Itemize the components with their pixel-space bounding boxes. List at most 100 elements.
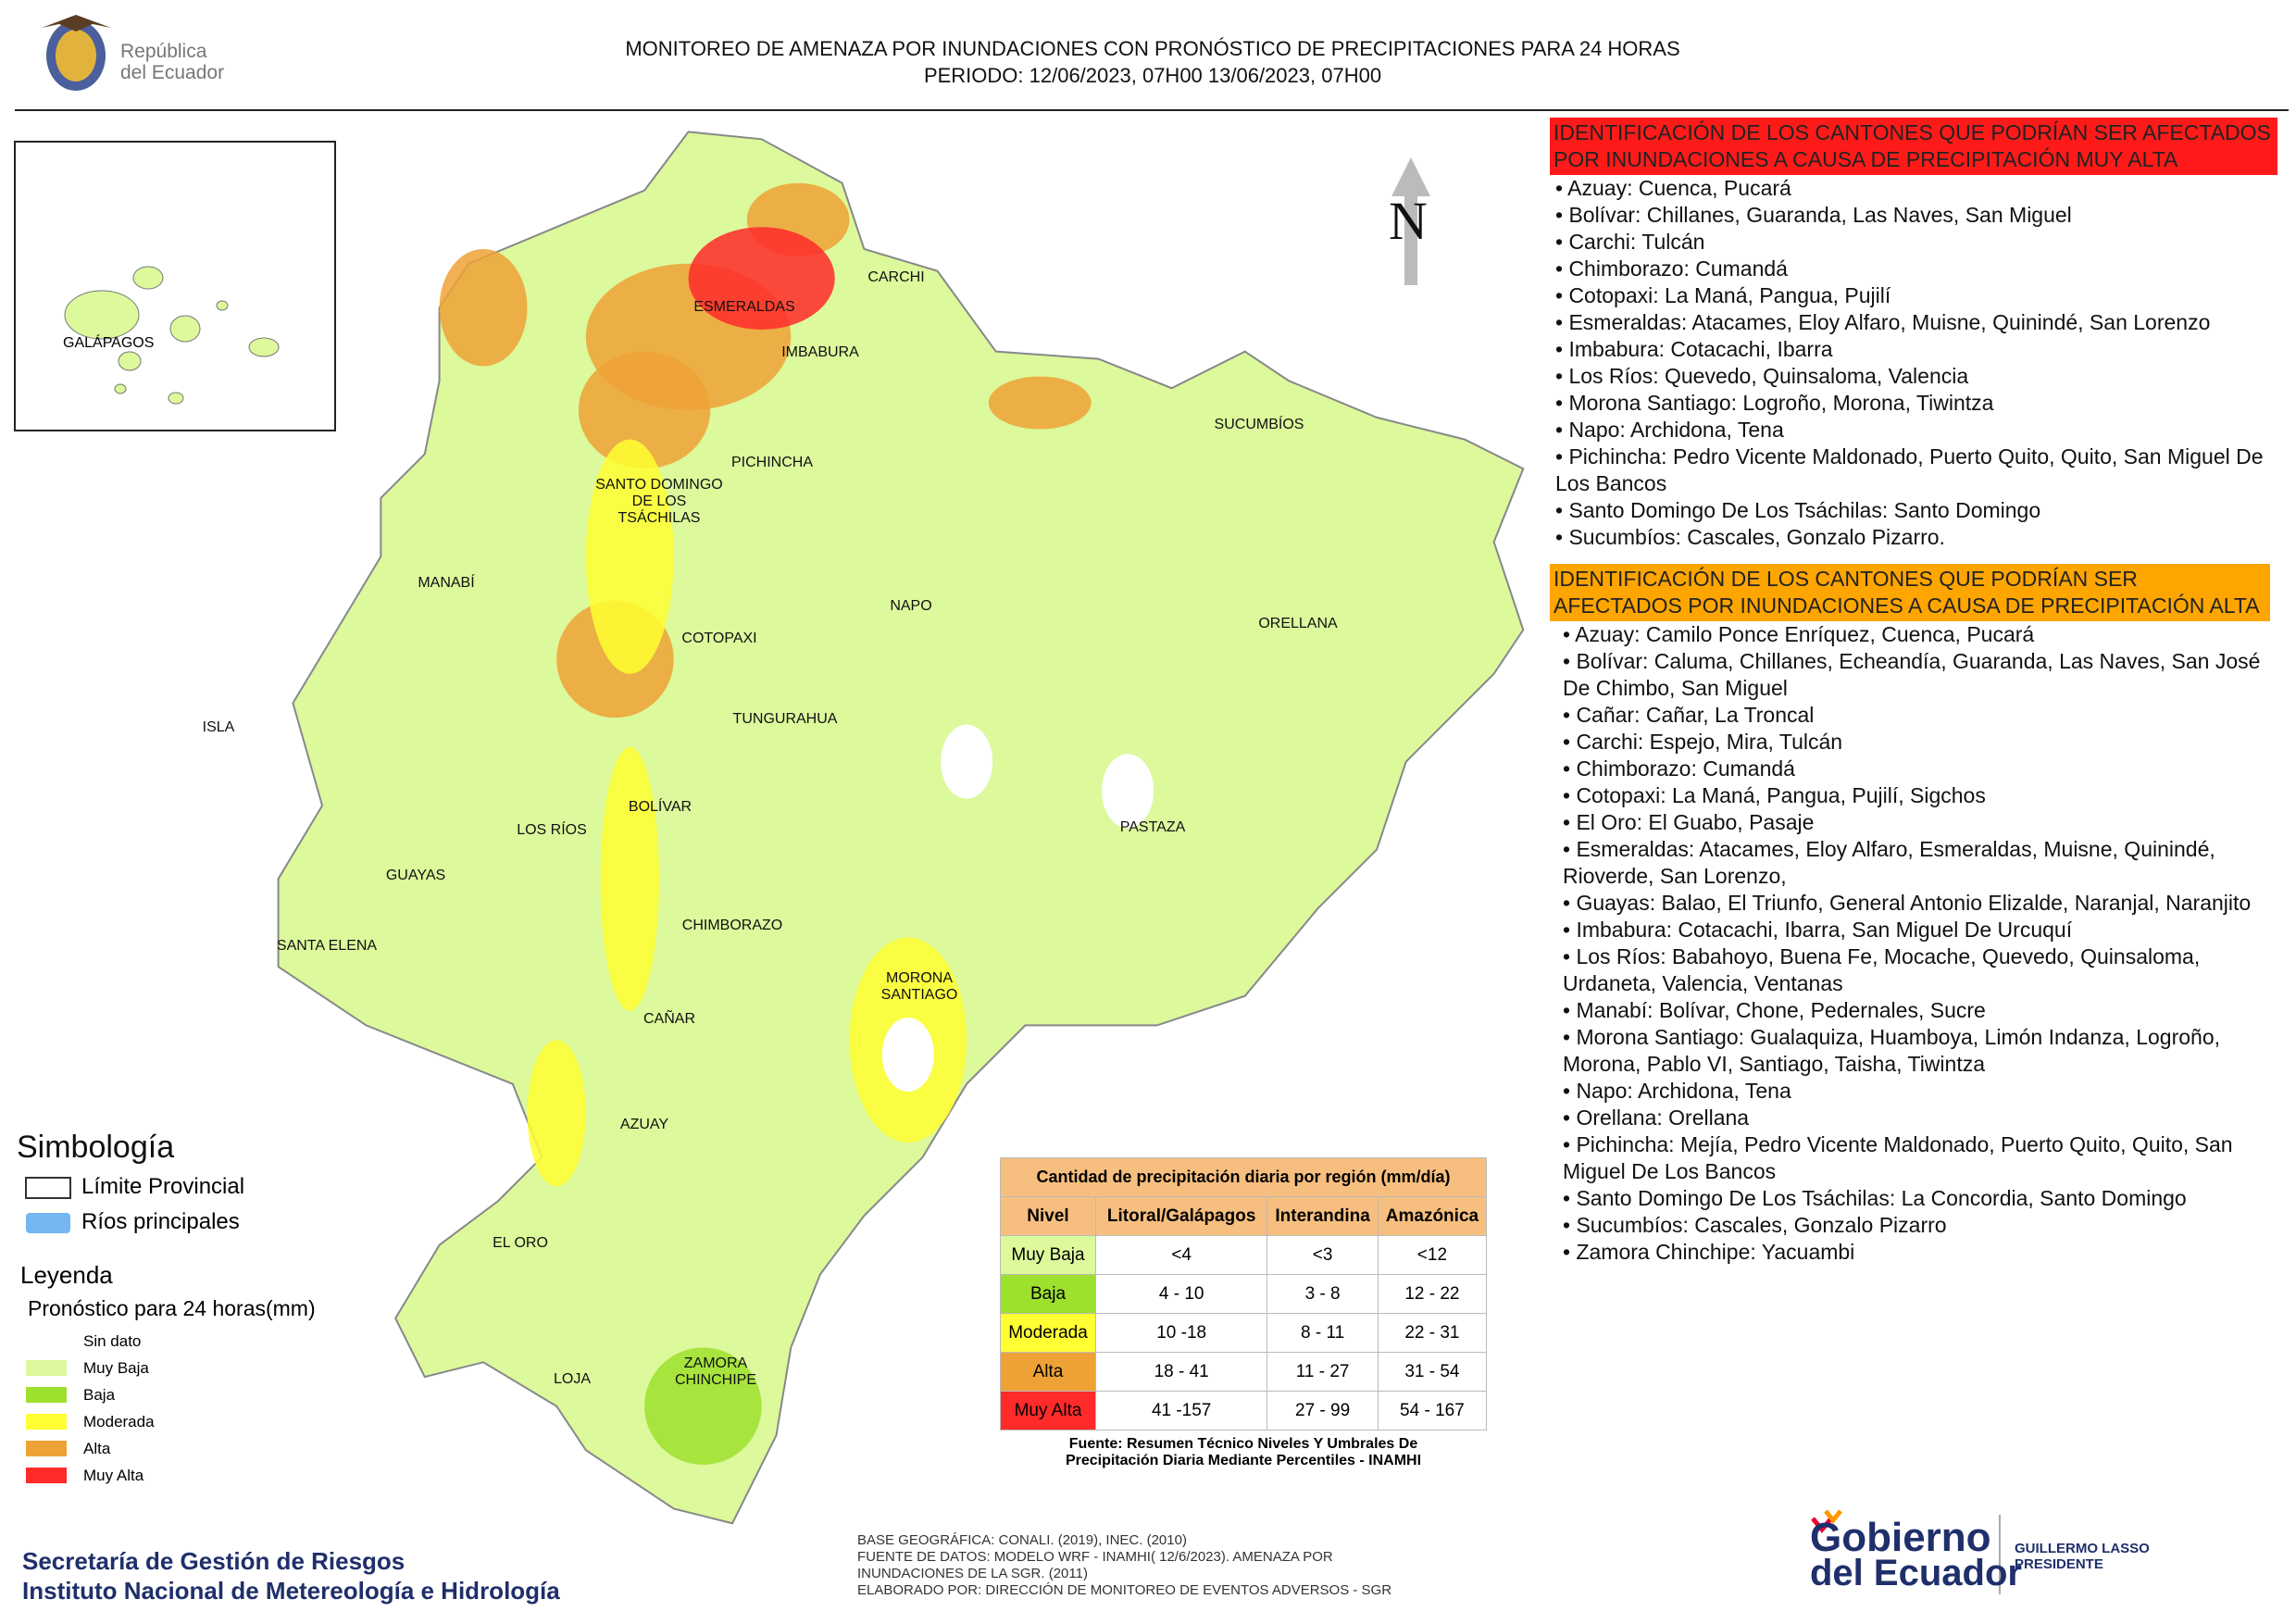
table-cell: 27 - 99 [1267,1391,1379,1430]
section-heading: IDENTIFICACIÓN DE LOS CANTONES QUE PODRÍ… [1550,118,2277,175]
province-label: SANTO DOMINGO DE LOS TSÁCHILAS [595,477,723,526]
intensity-area [578,351,711,469]
ecuador-map [277,131,1525,1525]
legend-swatches [25,1177,71,1233]
province-label: CHIMBORAZO [681,918,783,933]
province-label: ORELLANA [1258,616,1338,631]
orgs: Secretaría de Gestión de Riesgos Institut… [22,1546,560,1605]
canton-item: • Guayas: Balao, El Triunfo, General Ant… [1563,891,2252,915]
header: MONITOREO DE AMENAZA POR INUNDACIONES CO… [0,35,2296,89]
country-line: República [120,41,207,62]
credit-line: INUNDACIONES DE LA SGR. (2011) [857,1566,1088,1581]
no-data-area [1102,754,1154,829]
table-header-row: Nivel Litoral/Galápagos Interandina Amazóni… [1000,1196,1488,1236]
period: PERIODO: 12/06/2023, 07H00 13/06/2023, 0… [923,64,1382,87]
province-label: MORONA SANTIAGO [880,970,958,1003]
table-cell: Moderada [1000,1313,1096,1353]
north-arrow [1391,157,1430,285]
intensity-area [527,1040,586,1187]
canton-item: • Los Ríos: Quevedo, Quinsaloma, Valenci… [1555,364,1969,388]
canton-item: • Azuay: Camilo Ponce Enríquez, Cuenca, … [1563,622,2035,646]
table-cell: 31 - 54 [1377,1352,1488,1392]
province-label: TUNGURAHUA [732,711,838,727]
canton-item: • Carchi: Tulcán [1555,230,1705,254]
legend-row: Moderada [26,1408,155,1435]
province-label: PICHINCHA [730,455,814,470]
table-title: Cantidad de precipitación diaria por reg… [1000,1157,1487,1197]
north-label: N [1389,191,1428,251]
intensity-area [988,376,1092,430]
intensity-area [644,1347,762,1465]
org: Instituto Nacional de Metereología e Hid… [22,1577,560,1605]
province-label: LOS RÍOS [517,822,587,838]
province-label: IMBABURA [781,344,859,360]
canton-item: • Napo: Archidona, Tena [1555,418,1784,442]
table: Cantidad de precipitación diaria por reg… [1000,1157,1488,1430]
table-cell: 3 - 8 [1267,1274,1379,1314]
canton-item: • Azuay: Cuenca, Pucará [1555,176,1791,200]
province-label: MANABÍ [418,575,475,591]
province-label: PASTAZA [1119,819,1186,835]
table-row: Muy Baja <4 <3 <12 [1000,1235,1488,1275]
canton-item: • Carchi: Espejo, Mira, Tulcán [1563,730,1843,754]
province-label: ESMERALDAS [693,299,795,315]
province-label: BOLÍVAR [628,799,693,815]
president: GUILLERMO LASSO PRESIDENTE [2015,1541,2150,1572]
inset-label: GALÁPAGOS [63,335,155,351]
canton-item: • Cañar: Cañar, La Troncal [1563,703,1815,727]
table-row: Baja 4 - 10 3 - 8 12 - 22 [1000,1274,1488,1314]
canton-item: • Napo: Archidona, Tena [1563,1079,1791,1103]
no-data-area [941,724,993,799]
table-row: Muy Alta 41 -157 27 - 99 54 - 167 [1000,1391,1488,1430]
legend-swatch [26,1360,67,1376]
table-cell: 8 - 11 [1267,1313,1379,1353]
table-cell: 12 - 22 [1377,1274,1488,1314]
canton-item: • Bolívar: Chillanes, Guaranda, Las Nave… [1555,203,2072,227]
symbology-title: Simbología [17,1130,175,1165]
province-label: ZAMORA CHINCHIPE [674,1355,756,1388]
title: MONITOREO DE AMENAZA POR INUNDACIONES CO… [625,37,1680,60]
threshold-table: Cantidad de precipitación diaria por reg… [1000,1157,1488,1469]
legend-swatch [26,1387,67,1403]
legend-row: Muy Baja [26,1355,155,1381]
gov-logo [1811,1509,2001,1594]
inset-frame [14,141,336,431]
legend-title: Leyenda [20,1261,113,1289]
province-label: EL ORO [493,1235,548,1251]
canton-item: • Los Ríos: Babahoyo, Buena Fe, Mocache,… [1563,944,2201,995]
table-cell: Muy Alta [1000,1391,1096,1430]
legend-swatch [26,1468,67,1483]
canton-item: • Morona Santiago: Logroño, Morona, Tiwi… [1555,391,1994,415]
legend-row: Sin dato [26,1328,155,1355]
canton-item: • Morona Santiago: Gualaquiza, Huamboya,… [1563,1025,2221,1076]
table-source: Fuente: Resumen Técnico Niveles Y Umbral… [1065,1436,1422,1468]
gov-line: Gobierno [1810,1515,1991,1560]
table-cell: 10 -18 [1094,1313,1268,1353]
province-label: LOJA [553,1371,592,1387]
legend-levels: Sin dato Muy Baja Baja Moderada Alta Muy Alta [26,1328,155,1489]
canton-item: • Bolívar: Caluma, Chillanes, Echeandía,… [1563,649,2261,700]
table-cell: <4 [1094,1235,1268,1275]
canton-item: • Cotopaxi: La Maná, Pangua, Pujilí [1555,283,1891,307]
canton-item: • Chimborazo: Cumandá [1563,756,1795,781]
canton-item: • Sucumbíos: Cascales, Gonzalo Pizarro [1563,1213,1947,1237]
canton-panel: IDENTIFICACIÓN DE LOS CANTONES QUE PODRÍ… [1550,118,2277,1266]
island [216,300,229,311]
canton-item: • Orellana: Orellana [1563,1106,1750,1130]
province-label: ISLA [202,719,235,735]
credit-line: FUENTE DE DATOS: MODELO WRF - INAMHI( 12… [857,1549,1333,1565]
president-name: GUILLERMO LASSO [2015,1541,2150,1556]
canton-item: • Imbabura: Cotacachi, Ibarra, San Migue… [1563,918,2073,942]
province-label: AZUAY [619,1117,669,1132]
president-title: PRESIDENTE [2015,1556,2103,1572]
legend-label: Sin dato [83,1331,142,1350]
table-title-row: Cantidad de precipitación diaria por reg… [1000,1157,1487,1197]
credit-line: ELABORADO POR: DIRECCIÓN DE MONITOREO DE… [857,1582,1392,1598]
table-cell: <3 [1267,1235,1379,1275]
symbology-item: Ríos principales [81,1209,240,1234]
island [118,351,142,371]
island [132,266,164,290]
forecast-title: Pronóstico para 24 horas(mm) [28,1296,316,1320]
province-label: NAPO [890,598,932,614]
canton-item: • Imbabura: Cotacachi, Ibarra [1555,337,1833,361]
